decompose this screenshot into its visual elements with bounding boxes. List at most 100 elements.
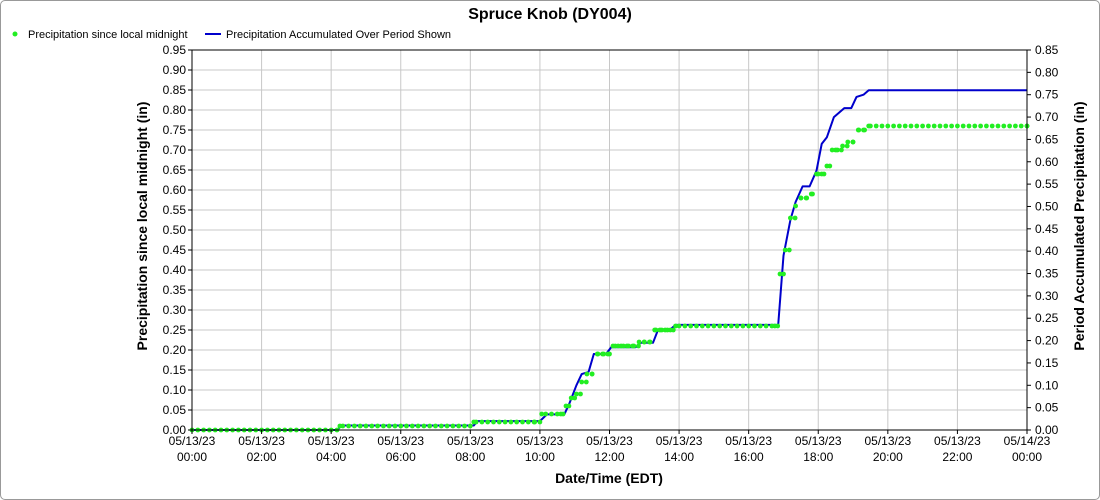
precip-since-midnight-point (873, 123, 879, 129)
precip-since-midnight-point (583, 379, 589, 385)
x-tick-date: 05/13/23 (377, 434, 424, 448)
precip-since-midnight-point (337, 423, 343, 429)
precip-since-midnight-point (409, 423, 415, 429)
precip-since-midnight-point (808, 191, 814, 197)
precip-since-midnight-point (346, 423, 351, 429)
precip-since-midnight-point (902, 123, 908, 129)
precip-since-midnight-point (610, 343, 616, 349)
precip-since-midnight-point (657, 327, 663, 333)
precip-since-midnight-point (949, 123, 954, 129)
precip-since-midnight-point (819, 171, 825, 177)
y-right-tick-label: 0.65 (1035, 132, 1059, 146)
precip-since-midnight-point (605, 351, 611, 357)
precip-since-midnight-point (532, 419, 538, 425)
precip-since-midnight-point (574, 391, 579, 397)
precip-since-midnight-point (835, 147, 840, 153)
precip-since-midnight-point (543, 411, 549, 417)
precip-since-midnight-point (920, 123, 925, 129)
precip-since-midnight-point (352, 423, 357, 429)
x-tick-date: 05/13/23 (864, 434, 911, 448)
precip-since-midnight-point (746, 323, 752, 329)
precip-since-midnight-point (682, 323, 688, 329)
precip-since-midnight-point (1001, 123, 1007, 129)
precip-since-midnight-point (652, 327, 658, 333)
x-tick-date: 05/13/23 (447, 434, 494, 448)
precip-since-midnight-point (711, 323, 717, 329)
y-axis-left-title: Precipitation since local midnight (in) (134, 102, 150, 351)
precip-since-midnight-point (850, 139, 856, 145)
precip-since-midnight-point (777, 271, 783, 277)
precip-since-midnight-point (502, 419, 508, 425)
precip-since-midnight-point (621, 343, 626, 349)
x-tick-date: 05/13/23 (169, 434, 216, 448)
precip-since-midnight-point (897, 123, 902, 129)
precip-since-midnight-point (641, 339, 647, 345)
precip-since-midnight-point (450, 423, 456, 429)
precip-since-midnight-point (752, 323, 757, 329)
y-right-tick-label: 0.40 (1035, 244, 1059, 258)
precip-since-midnight-point (723, 323, 728, 329)
precip-since-midnight-point (763, 323, 769, 329)
precip-since-midnight-point (995, 123, 1001, 129)
precip-since-midnight-point (375, 423, 380, 429)
x-tick-time: 18:00 (803, 450, 833, 464)
y-right-tick-label: 0.05 (1035, 401, 1059, 415)
precip-since-midnight-point (369, 423, 375, 429)
precip-since-midnight-point (866, 123, 872, 129)
precip-since-midnight-point (444, 423, 450, 429)
x-tick-time: 00:00 (1012, 450, 1042, 464)
precip-since-midnight-point (539, 411, 545, 417)
precip-since-midnight-point (960, 123, 966, 129)
precip-since-midnight-point (814, 171, 819, 177)
precip-since-midnight-point (438, 423, 444, 429)
x-tick-time: 16:00 (734, 450, 764, 464)
precip-since-midnight-point (381, 423, 386, 429)
precip-since-midnight-point (1013, 123, 1018, 129)
legend: Precipitation since local midnight Preci… (12, 29, 451, 41)
precip-since-midnight-point (844, 143, 850, 149)
precip-since-midnight-point (568, 395, 574, 401)
precip-since-midnight-point (491, 419, 496, 425)
x-tick-time: 00:00 (177, 450, 207, 464)
y-right-tick-label: 0.75 (1035, 88, 1059, 102)
precip-since-midnight-point (891, 123, 896, 129)
precip-since-midnight-point (386, 423, 392, 429)
y-left-tick-label: 0.85 (163, 83, 187, 97)
precip-since-midnight-point (717, 323, 723, 329)
x-tick-date: 05/13/23 (795, 434, 842, 448)
y-left-tick-label: 0.20 (163, 343, 187, 357)
precip-since-midnight-point (879, 123, 885, 129)
x-tick-date: 05/13/23 (725, 434, 772, 448)
precip-since-midnight-point (433, 423, 438, 429)
y-right-tick-label: 0.15 (1035, 356, 1059, 370)
y-left-tick-label: 0.45 (163, 243, 187, 257)
precip-since-midnight-point (798, 195, 804, 201)
precip-since-midnight-point (467, 423, 473, 429)
y-left-tick-label: 0.60 (163, 183, 187, 197)
precip-since-midnight-point (824, 163, 830, 169)
precip-since-midnight-point (728, 323, 734, 329)
precip-since-midnight-point (908, 123, 914, 129)
precip-since-midnight-point (404, 423, 409, 429)
precip-since-midnight-point (734, 323, 740, 329)
precip-since-midnight-point (803, 195, 809, 201)
y-left-tick-label: 0.05 (163, 403, 187, 417)
precip-since-midnight-point (861, 127, 866, 133)
precip-since-midnight-point (782, 247, 788, 253)
precip-since-midnight-point (840, 143, 845, 149)
precip-since-midnight-point (792, 215, 798, 221)
chart-title: Spruce Knob (DY004) (468, 6, 632, 23)
precip-since-midnight-point (357, 423, 363, 429)
precip-since-midnight-point (554, 411, 560, 417)
x-axis-title: Date/Time (EDT) (555, 470, 663, 486)
precip-since-midnight-point (427, 423, 433, 429)
precip-since-midnight-point (398, 423, 404, 429)
precip-since-midnight-point (479, 419, 485, 425)
precip-since-midnight-point (636, 343, 641, 349)
precip-since-midnight-point (615, 343, 621, 349)
precip-since-midnight-point (955, 123, 960, 129)
y-axis-right-title: Period Accumulated Precipitation (in) (1071, 101, 1087, 350)
y-left-tick-label: 0.15 (163, 363, 187, 377)
precip-since-midnight-point (740, 323, 746, 329)
